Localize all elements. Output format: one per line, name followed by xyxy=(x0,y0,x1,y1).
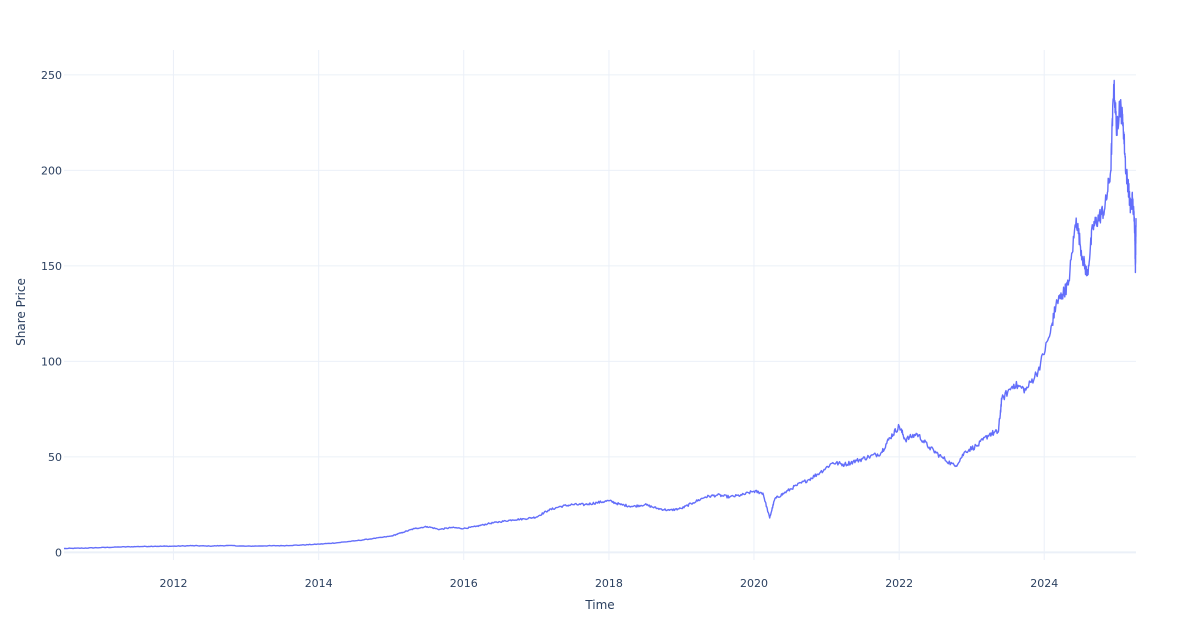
y-tick-label: 150 xyxy=(41,260,62,273)
y-tick-label: 50 xyxy=(48,451,62,464)
x-tick-label: 2016 xyxy=(450,577,478,590)
y-tick-label: 0 xyxy=(55,546,62,559)
y-tick-label: 250 xyxy=(41,69,62,82)
x-tick-label: 2018 xyxy=(595,577,623,590)
grid-lines xyxy=(64,50,1136,560)
x-tick-label: 2022 xyxy=(885,577,913,590)
x-tick-label: 2020 xyxy=(740,577,768,590)
tick-labels: 0 50 100 150 200 250 2012 2014 2016 2018 2020 2022 2… xyxy=(41,69,1058,590)
x-tick-label: 2012 xyxy=(159,577,187,590)
x-tick-label: 2014 xyxy=(305,577,333,590)
share-price-line xyxy=(63,79,1137,550)
y-axis-title: Share Price xyxy=(14,278,28,346)
x-tick-label: 2024 xyxy=(1030,577,1058,590)
series-layer xyxy=(63,79,1137,550)
x-axis-title: Time xyxy=(584,598,614,612)
y-tick-label: 100 xyxy=(41,355,62,368)
y-tick-label: 200 xyxy=(41,164,62,177)
